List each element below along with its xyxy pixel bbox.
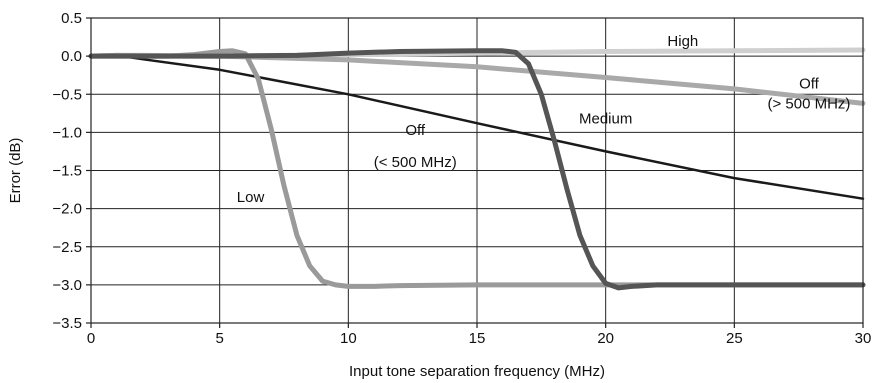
y-tick-label: −1.5	[52, 163, 82, 180]
annotation-off: Off	[405, 122, 426, 139]
grid	[91, 18, 863, 323]
x-tick-label: 5	[215, 330, 223, 347]
y-tick-label: −2.5	[52, 239, 82, 256]
y-tick-label: −3.0	[52, 277, 82, 294]
y-tick-label: 0.5	[61, 10, 82, 27]
y-axis-title: Error (dB)	[7, 138, 24, 204]
y-tick-label: 0.0	[61, 48, 82, 65]
series-medium-line	[88, 48, 866, 291]
x-tick-label: 0	[87, 330, 95, 347]
annotation-medium: Medium	[579, 111, 632, 128]
x-axis-title: Input tone separation frequency (MHz)	[349, 363, 605, 380]
x-tick-label: 15	[469, 330, 486, 347]
annotation-high: High	[667, 33, 698, 50]
annotation-500-mhz: (< 500 MHz)	[374, 154, 457, 171]
x-tick-label: 25	[726, 330, 743, 347]
x-tick-label: 30	[855, 330, 872, 347]
annotation-off: Off	[799, 76, 820, 93]
y-tick-label: −0.5	[52, 86, 82, 103]
series-lines	[88, 47, 866, 291]
annotation-low: Low	[237, 189, 265, 206]
annotations: High Off (> 500 MHz) Medium Off (< 500 MHz) Lo…	[237, 33, 851, 206]
y-tick-label: −3.5	[52, 315, 82, 332]
y-tick-label: −1.0	[52, 124, 82, 141]
y-axis: 0.5 0.0 −0.5 −1.0 −1.5 −2.0 −2.5 −3.0 −3.5	[52, 10, 91, 332]
x-axis: 0 5 10 15 20 25 30	[87, 323, 872, 347]
y-tick-label: −2.0	[52, 201, 82, 218]
annotation-500-mhz: (> 500 MHz)	[767, 95, 850, 112]
x-tick-label: 10	[340, 330, 357, 347]
x-tick-label: 20	[597, 330, 614, 347]
